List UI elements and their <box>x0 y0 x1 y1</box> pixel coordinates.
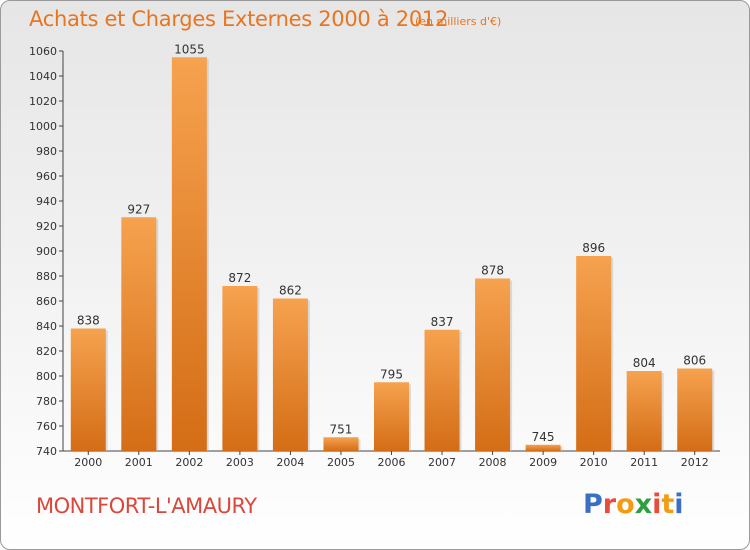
x-tick-label: 2004 <box>276 456 304 469</box>
bar-layer: 838 927 1055 872 862 751 795 837 878 745 896 804 806 <box>70 42 715 451</box>
x-tick-label: 2009 <box>529 456 557 469</box>
axis-layer: 740 760 780 800 820 840 860 880 900 920 940 960 980 1… <box>29 45 720 469</box>
x-tick-label: 2006 <box>378 456 406 469</box>
bar-value-label: 806 <box>683 354 706 368</box>
bar-value-label: 838 <box>77 314 100 328</box>
logo-letter: P <box>583 489 603 520</box>
bar-value-label: 862 <box>279 284 302 298</box>
x-tick-label: 2005 <box>327 456 355 469</box>
bar-2012 <box>677 368 713 451</box>
x-tick-label: 2002 <box>175 456 203 469</box>
bar-value-label: 745 <box>532 430 555 444</box>
y-tick-label: 740 <box>36 445 57 458</box>
y-tick-label: 1040 <box>29 70 57 83</box>
bar-value-label: 1055 <box>174 42 205 56</box>
logo-letter: r <box>602 489 617 520</box>
x-tick-label: 2003 <box>226 456 254 469</box>
bar-2011 <box>626 371 662 451</box>
y-tick-label: 880 <box>36 270 57 283</box>
chart-subtitle: (en milliers d'€) <box>415 15 502 28</box>
bar-2003 <box>222 286 258 451</box>
bar-2009 <box>525 444 561 451</box>
y-tick-label: 940 <box>36 195 57 208</box>
logo-letter: x <box>634 489 653 520</box>
y-tick-label: 1020 <box>29 95 57 108</box>
x-tick-label: 2007 <box>428 456 456 469</box>
y-tick-label: 840 <box>36 320 57 333</box>
y-tick-label: 900 <box>36 245 57 258</box>
x-tick-label: 2001 <box>125 456 153 469</box>
logo-letter: i <box>652 489 662 520</box>
bar-value-label: 896 <box>582 241 605 255</box>
bar-value-label: 795 <box>380 367 403 381</box>
bar-2007 <box>424 329 460 451</box>
bar-2004 <box>272 298 308 451</box>
bar-2005 <box>323 437 359 451</box>
y-tick-label: 920 <box>36 220 57 233</box>
logo-letter: o <box>616 489 635 520</box>
y-tick-label: 780 <box>36 395 57 408</box>
bar-value-label: 837 <box>431 315 454 329</box>
y-tick-label: 980 <box>36 145 57 158</box>
y-tick-label: 760 <box>36 420 57 433</box>
y-tick-label: 820 <box>36 345 57 358</box>
logo-letter: t <box>661 489 675 520</box>
bar-2010 <box>576 256 612 451</box>
bar-value-label: 878 <box>481 264 504 278</box>
chart-title: Achats et Charges Externes 2000 à 2012 <box>29 7 449 31</box>
bar-value-label: 872 <box>228 271 251 285</box>
x-tick-label: 2011 <box>630 456 658 469</box>
y-tick-label: 800 <box>36 370 57 383</box>
proxiti-logo[interactable]: Proxiti <box>583 489 684 520</box>
bar-2002 <box>171 57 207 451</box>
x-tick-label: 2008 <box>479 456 507 469</box>
bar-2001 <box>121 217 157 451</box>
x-tick-label: 2010 <box>580 456 608 469</box>
bar-value-label: 927 <box>127 202 150 216</box>
bar-2006 <box>374 382 409 451</box>
x-tick-label: 2012 <box>681 456 709 469</box>
y-tick-label: 1000 <box>29 120 57 133</box>
logo-letter: i <box>674 489 684 520</box>
y-tick-label: 960 <box>36 170 57 183</box>
bar-value-label: 804 <box>633 356 656 370</box>
bar-2000 <box>70 328 106 451</box>
y-tick-label: 1060 <box>29 45 57 58</box>
town-name: MONTFORT-L'AMAURY <box>36 494 257 518</box>
bar-2008 <box>475 278 511 451</box>
bar-value-label: 751 <box>330 422 353 436</box>
x-tick-label: 2000 <box>74 456 102 469</box>
y-tick-label: 860 <box>36 295 57 308</box>
